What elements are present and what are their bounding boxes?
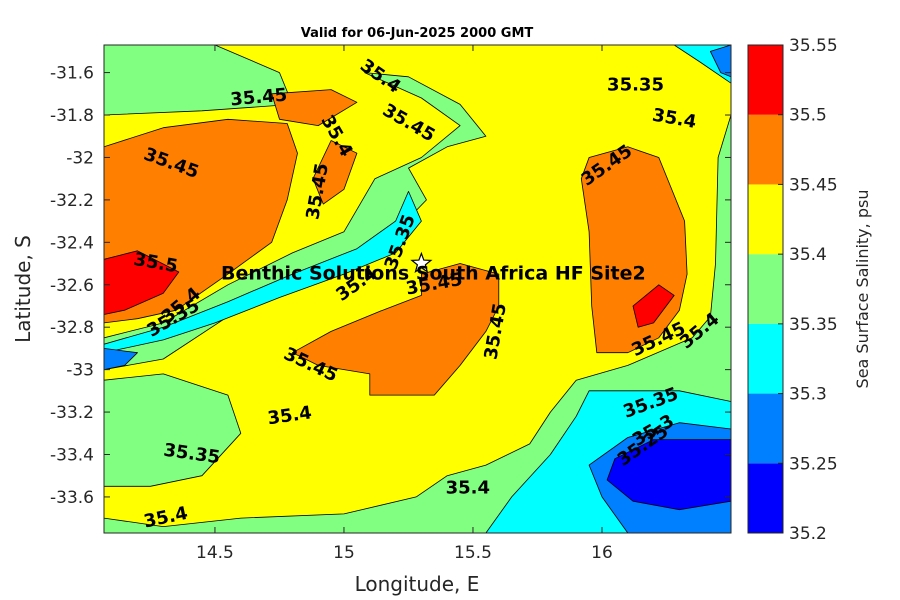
colorbar-tick-label: 35.55 xyxy=(789,36,838,56)
field-orange-north xyxy=(271,89,358,126)
x-axis-label: Longitude, E xyxy=(355,572,480,596)
colorbar-swatch xyxy=(748,45,783,115)
y-tick-label: -32.2 xyxy=(50,191,94,211)
colorbar-tick-label: 35.25 xyxy=(789,454,838,474)
x-tick-label: 15 xyxy=(333,543,355,563)
contour-label: 35.35 xyxy=(607,74,664,95)
y-tick-label: -32 xyxy=(66,148,94,168)
field-darkblue-south-east xyxy=(606,439,731,511)
colorbar-swatch xyxy=(748,323,783,394)
field-green-south-west xyxy=(104,373,242,487)
field-orange-central xyxy=(291,263,500,396)
y-tick-label: -32.4 xyxy=(50,233,94,253)
y-axis: -31.6 -31.8 -32 -32.2 -32.4 -32.6 -32.8 -33 -33.… xyxy=(50,64,731,508)
field-cyan-diagonal-band xyxy=(104,190,422,354)
field-blue-north-east xyxy=(710,45,731,78)
x-axis: 14.5 15 15.5 16 xyxy=(196,45,613,563)
x-tick-label: 14.5 xyxy=(196,543,234,563)
colorbar: 35.2 35.25 35.3 35.35 35.4 35.45 35.5 35.55 xyxy=(747,36,838,544)
y-tick-label: -32.6 xyxy=(50,276,94,296)
colorbar-tick-label: 35.45 xyxy=(789,175,838,195)
contour-label: 35.4 xyxy=(446,477,490,498)
y-tick-label: -31.6 xyxy=(50,64,94,84)
contour-label: 35.45 xyxy=(229,85,288,111)
y-tick-label: -31.8 xyxy=(50,106,94,126)
y-tick-label: -32.8 xyxy=(50,318,94,338)
colorbar-tick-label: 35.5 xyxy=(789,106,827,126)
colorbar-label: Sea Surface Salinity, psu xyxy=(853,190,872,389)
field-red-west xyxy=(104,250,180,315)
x-tick-label: 16 xyxy=(591,543,613,563)
colorbar-tick-label: 35.35 xyxy=(789,315,838,335)
colorbar-swatch xyxy=(748,254,783,324)
colorbar-swatch xyxy=(748,393,783,464)
field-blue-west xyxy=(104,347,138,371)
colorbar-tick-label: 35.2 xyxy=(789,524,827,544)
y-tick-label: -33.2 xyxy=(50,403,94,423)
x-tick-label: 15.5 xyxy=(454,543,492,563)
contour-fields xyxy=(104,45,731,533)
colorbar-tick-label: 35.3 xyxy=(789,385,827,405)
field-red-east xyxy=(632,284,675,328)
colorbar-swatch xyxy=(748,184,783,255)
y-tick-label: -33.6 xyxy=(50,488,94,508)
y-tick-label: -33 xyxy=(66,361,94,381)
field-orange-mid-north xyxy=(312,140,358,205)
y-axis-label: Latitude, S xyxy=(11,235,35,343)
colorbar-tick-label: 35.4 xyxy=(789,245,827,265)
colorbar-swatch xyxy=(748,463,783,533)
plot-frame xyxy=(103,44,732,534)
y-tick-label: -33.4 xyxy=(50,445,94,465)
site-marker: Benthic Solutions South Africa HF Site2 xyxy=(221,251,646,285)
site-star-icon xyxy=(410,251,433,273)
site-label: Benthic Solutions South Africa HF Site2 xyxy=(221,263,646,285)
colorbar-swatch xyxy=(748,114,783,185)
colorbar-frame xyxy=(747,44,784,534)
chart-title: Valid for 06-Jun-2025 2000 GMT xyxy=(301,26,534,41)
